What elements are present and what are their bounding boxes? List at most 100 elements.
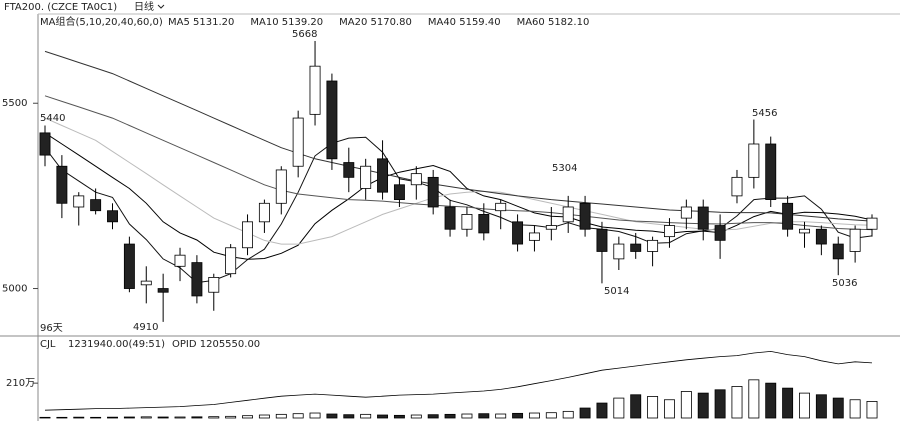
candle-body — [731, 176, 743, 197]
volume-bar — [647, 396, 659, 419]
candle-body — [123, 243, 135, 289]
candle-body — [478, 214, 490, 234]
volume-bar — [140, 416, 152, 419]
volume-bar — [275, 413, 287, 419]
candle-body — [275, 169, 287, 204]
volume-bar — [191, 416, 203, 419]
volume-bar — [815, 394, 827, 419]
volume-bar — [242, 415, 253, 419]
oi-line — [44, 350, 873, 411]
candle-body — [647, 239, 659, 252]
volume-bar — [832, 397, 844, 419]
volume-readout: 1231940.00(49:51) — [68, 339, 165, 350]
candle-body — [377, 158, 389, 193]
volume-bar — [39, 416, 51, 419]
price-annotation: 5668 — [292, 29, 317, 40]
days-label: 96天 — [40, 323, 63, 334]
candle-body — [528, 232, 540, 241]
candle-body — [90, 199, 102, 212]
candle-body — [140, 280, 152, 286]
volume-bar — [410, 414, 422, 419]
price-annotation: 5014 — [604, 286, 629, 297]
candle-body — [191, 262, 203, 297]
candle-body — [562, 206, 574, 223]
ma-line — [44, 132, 873, 260]
volume-bar — [512, 412, 524, 419]
candle-body — [73, 195, 85, 208]
volume-bar — [360, 413, 372, 419]
ma-line — [44, 136, 873, 284]
volume-bar — [326, 413, 338, 419]
candle-body — [714, 225, 726, 241]
candle-body — [56, 165, 68, 204]
volume-bar — [107, 416, 118, 419]
volume-bar — [393, 414, 405, 419]
candle-body — [613, 243, 625, 260]
y-tick-label: 5500 — [2, 98, 27, 109]
volume-bar — [866, 401, 878, 419]
candle-body — [782, 202, 794, 230]
volume-bar — [495, 413, 507, 419]
candle-body — [225, 247, 237, 275]
volume-bar — [225, 415, 237, 419]
candle-body — [765, 143, 777, 200]
candle-body — [107, 210, 118, 223]
volume-bar — [765, 382, 777, 419]
volume-bar — [343, 414, 355, 419]
volume-bar — [208, 416, 220, 419]
candle-body — [495, 202, 507, 212]
candle-body — [596, 228, 608, 252]
volume-bar — [309, 412, 321, 419]
candle-body — [579, 202, 591, 230]
volume-bar — [545, 412, 557, 419]
candle-body — [174, 254, 186, 267]
candle-body — [393, 184, 405, 200]
dropdown-caret[interactable] — [157, 4, 165, 9]
ma-line — [44, 95, 873, 231]
candle-body — [849, 228, 861, 252]
volume-bar — [174, 416, 186, 419]
volume-bar — [680, 391, 692, 419]
volume-bar — [292, 413, 304, 419]
volume-bar — [427, 414, 439, 419]
volume-bar — [528, 412, 540, 419]
candle-body — [545, 225, 557, 230]
indicator-label[interactable]: MA组合(5,10,20,40,60,0) — [40, 15, 163, 28]
volume-bar — [799, 392, 810, 419]
legend-entry: MA10 5139.20 — [250, 17, 323, 28]
candle-body — [748, 143, 760, 178]
candle-body — [832, 243, 844, 260]
volume-bar — [613, 397, 625, 419]
candle-body — [242, 221, 253, 249]
candle-body — [630, 243, 642, 252]
candle-body — [697, 206, 709, 230]
candle-body — [157, 288, 169, 293]
candle-body — [680, 206, 692, 219]
volume-bar — [258, 414, 270, 419]
candle-body — [326, 80, 338, 160]
oi-label: OPID 1205550.00 — [172, 339, 260, 350]
y-tick-label: 5000 — [2, 284, 27, 295]
symbol: FTA200. (CZCE TA0C1) — [4, 2, 117, 13]
candle-body — [410, 173, 422, 186]
candle-body — [444, 206, 456, 230]
volume-bar — [630, 394, 642, 419]
price-annotation: 5304 — [552, 163, 577, 174]
volume-bar — [90, 416, 102, 419]
ma-line — [44, 117, 873, 245]
price-annotation: 5036 — [832, 278, 857, 289]
candle-body — [512, 221, 524, 245]
volume-bar — [748, 379, 760, 419]
volume-label: CJL — [40, 339, 56, 350]
period[interactable]: 日线 — [134, 0, 154, 13]
candle-body — [664, 225, 675, 238]
legend-entry: MA20 5170.80 — [339, 17, 412, 28]
candle-body — [461, 214, 473, 230]
volume-bar — [377, 414, 389, 419]
candle-body — [799, 228, 810, 234]
price-annotation: 5456 — [752, 108, 777, 119]
volume-bar — [157, 416, 169, 419]
volume-bar — [596, 402, 608, 419]
ma-line — [44, 50, 873, 222]
